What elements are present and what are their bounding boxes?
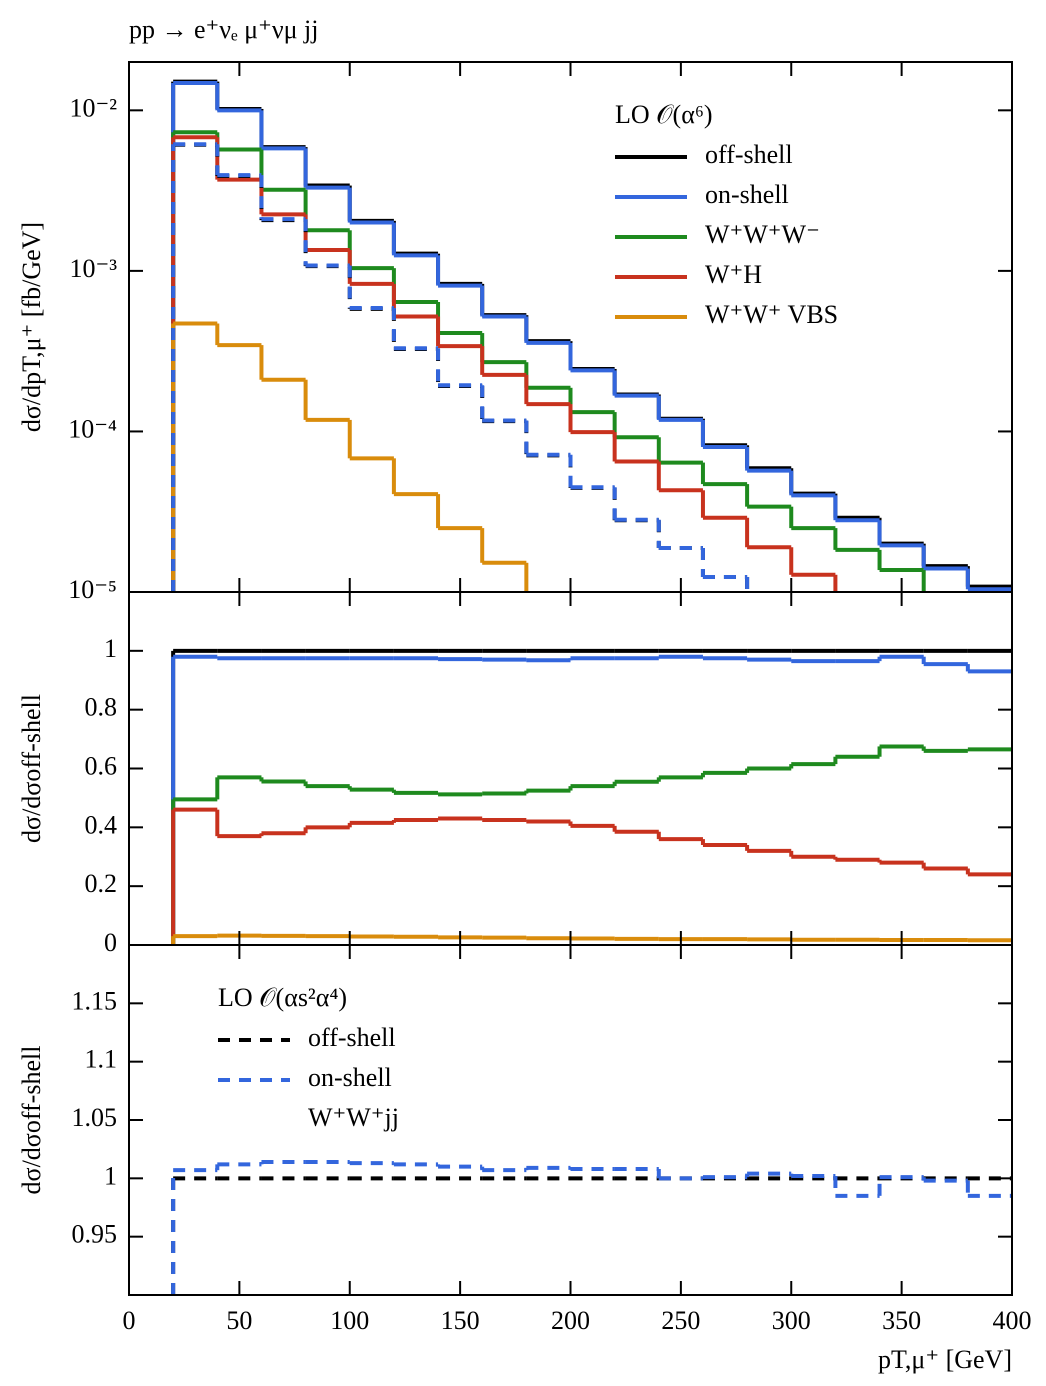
legend-title: LO 𝒪(α⁶) <box>615 100 713 129</box>
y-axis-label: dσ/dpT,μ⁺ [fb/GeV] <box>17 222 46 432</box>
legend-label: on-shell <box>308 1063 392 1092</box>
panel <box>171 1160 1012 1295</box>
legend-title: LO 𝒪(αs²α⁴) <box>218 983 347 1012</box>
y-axis-label: dσ/dσoff-shell <box>17 694 46 843</box>
x-tick-label: 200 <box>551 1306 590 1335</box>
panel <box>171 648 1012 945</box>
legend-label: W⁺H <box>705 260 762 289</box>
legend-label: W⁺W⁺W⁻ <box>705 220 820 249</box>
x-tick-label: 350 <box>882 1306 921 1335</box>
x-tick-label: 400 <box>993 1306 1032 1335</box>
legend-note: W⁺W⁺jj <box>308 1103 399 1132</box>
y-tick-label: 0.2 <box>85 869 118 898</box>
y-tick-label: 10⁻⁵ <box>68 575 117 604</box>
y-tick-label: 0.4 <box>85 810 118 839</box>
legend-label: on-shell <box>705 180 789 209</box>
y-tick-label: 1 <box>104 634 117 663</box>
legend-label: W⁺W⁺ VBS <box>705 300 838 329</box>
y-tick-label: 1.1 <box>85 1045 118 1074</box>
panel <box>171 79 1012 592</box>
y-tick-label: 0.95 <box>72 1220 118 1249</box>
x-tick-label: 250 <box>661 1306 700 1335</box>
x-tick-label: 100 <box>330 1306 369 1335</box>
y-tick-label: 10⁻² <box>69 93 117 122</box>
y-tick-label: 10⁻⁴ <box>68 414 117 443</box>
plot-frame <box>128 591 1013 946</box>
y-tick-label: 1 <box>104 1161 117 1190</box>
legend-label: off-shell <box>308 1023 396 1052</box>
y-tick-label: 0.8 <box>85 693 118 722</box>
x-tick-label: 0 <box>123 1306 136 1335</box>
x-tick-label: 50 <box>226 1306 252 1335</box>
legend-label: off-shell <box>705 140 793 169</box>
x-tick-label: 300 <box>772 1306 811 1335</box>
y-tick-label: 0 <box>104 928 117 957</box>
y-tick-label: 0.6 <box>85 751 118 780</box>
y-tick-label: 1.15 <box>72 986 118 1015</box>
x-axis-label: pT,μ⁺ [GeV] <box>878 1345 1012 1374</box>
y-tick-label: 10⁻³ <box>69 254 117 283</box>
chart-title: pp → e⁺νₑ μ⁺νμ jj <box>129 15 319 44</box>
y-axis-label: dσ/dσoff-shell <box>17 1046 46 1195</box>
y-tick-label: 1.05 <box>72 1103 118 1132</box>
x-tick-label: 150 <box>441 1306 480 1335</box>
